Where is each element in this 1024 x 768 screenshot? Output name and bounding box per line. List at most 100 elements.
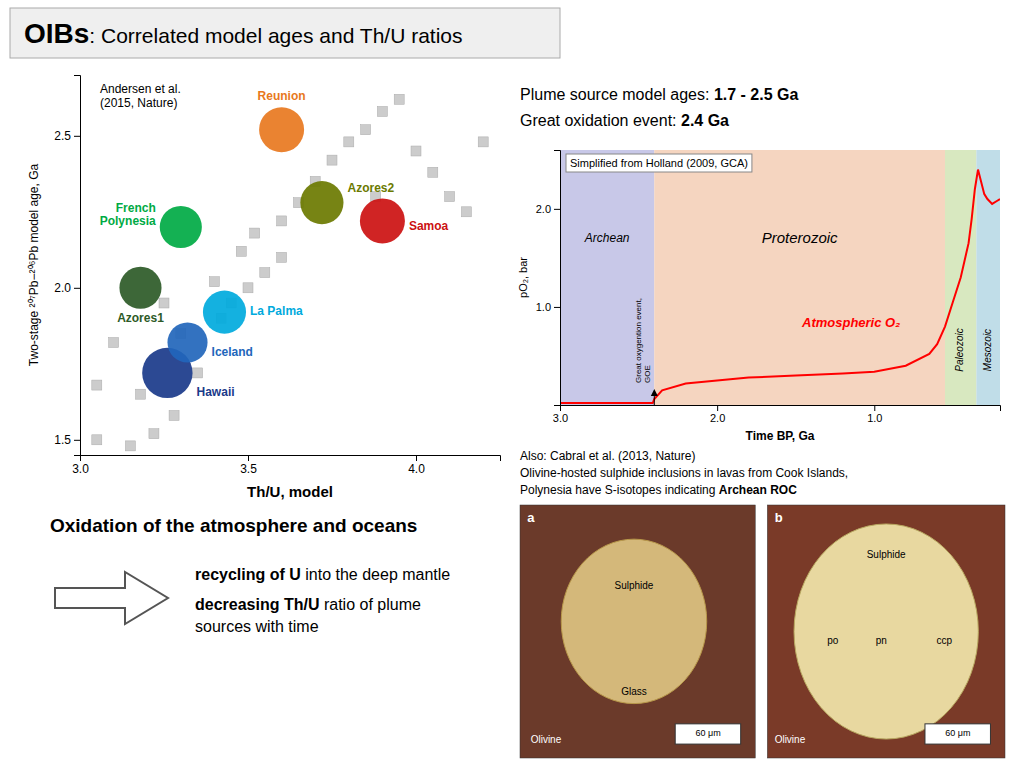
era-label: Archean xyxy=(584,231,630,245)
background-square xyxy=(461,207,471,217)
title-bar xyxy=(10,8,560,58)
x-axis-tick-label: 1.0 xyxy=(867,412,882,424)
o2-line xyxy=(560,170,1000,403)
y-axis-line xyxy=(74,76,81,456)
background-square xyxy=(135,389,145,399)
era-band xyxy=(560,150,654,405)
subtitle: : Correlated model ages and Th/U ratios xyxy=(89,24,462,47)
photo-label: Glass xyxy=(621,686,647,697)
y-axis-tick: 2.0 xyxy=(536,203,560,215)
y-axis-tick-mark xyxy=(74,136,80,137)
x-axis-line xyxy=(561,406,1001,412)
y-axis-tick-label: 2.0 xyxy=(54,281,71,295)
photo-label: a xyxy=(527,510,535,525)
plot-marks xyxy=(92,94,488,451)
note: Also: Cabral et al. (2013, Nature) xyxy=(520,449,695,463)
x-axis-tick: 3.0 xyxy=(553,405,568,424)
x-axis-tick: 3.5 xyxy=(240,455,257,476)
x-axis-tick-mark xyxy=(416,455,417,461)
background-square xyxy=(478,137,488,147)
x-axis-tick-label: 3.0 xyxy=(553,412,568,424)
background-square xyxy=(445,192,455,202)
background-square xyxy=(377,106,387,116)
y-axis-line xyxy=(554,151,561,406)
y-axis-tick-mark xyxy=(554,209,560,210)
background-square xyxy=(277,252,287,262)
note: Polynesia have S-isotopes indicating xyxy=(520,483,719,497)
point-label: Hawaii xyxy=(197,385,235,399)
note: Archean ROC xyxy=(719,483,797,497)
photo-label: 60 μm xyxy=(696,728,721,738)
photo-label: Sulphide xyxy=(615,580,654,591)
arrow-symbol xyxy=(55,572,168,624)
background-square xyxy=(411,146,421,156)
scale-bar xyxy=(925,724,990,744)
background-square xyxy=(236,246,246,256)
y-axis-tick: 1.5 xyxy=(54,433,80,447)
bottom-title: Oxidation of the atmosphere and oceans xyxy=(50,515,417,536)
source-box: Simplified from Holland (2009, GCA) xyxy=(566,154,752,172)
source-note: Simplified from Holland (2009, GCA) xyxy=(570,157,748,169)
bubble xyxy=(360,198,405,243)
background-square xyxy=(159,298,169,308)
x-axis-tick: 3.0 xyxy=(72,455,89,476)
x-axis-title: Th/U, model xyxy=(247,483,333,500)
bubble xyxy=(119,267,161,309)
background-square xyxy=(344,137,354,147)
y-axis-tick: 2.0 xyxy=(54,281,80,295)
y-axis: 1.0 2.0 xyxy=(536,151,561,406)
y-axis-tick-mark xyxy=(74,440,80,441)
scale-bar xyxy=(675,724,740,744)
x-axis-tick-label: 2.0 xyxy=(710,412,725,424)
x-axis: 3.0 2.0 1.0 xyxy=(553,405,1001,424)
x-axis-tick: 1.0 xyxy=(867,405,882,424)
photo-panel xyxy=(520,505,755,758)
background-square xyxy=(394,94,404,104)
photo-panels: abSulphideGlassOlivine60 μmSulphidepopnc… xyxy=(520,505,1005,758)
point-label: Reunion xyxy=(258,89,306,103)
point-label: Samoa xyxy=(409,219,449,233)
photo-label: Olivine xyxy=(775,734,806,745)
reference-note: Andersen et al.(2015, Nature) xyxy=(100,82,181,110)
y-axis-title: pO₂, bar xyxy=(517,257,529,298)
y-axis: 1.5 2.0 2.5 xyxy=(54,76,80,456)
x-axis-line xyxy=(81,456,501,462)
photo-label: po xyxy=(827,635,839,646)
photo-label: ccp xyxy=(937,635,953,646)
x-axis-tick: 2.0 xyxy=(710,405,725,424)
note: sources with time xyxy=(195,618,319,635)
x-axis-tick-label: 4.0 xyxy=(408,462,425,476)
y-axis-tick: 1.0 xyxy=(536,301,560,313)
y-axis-tick-label: 1.5 xyxy=(54,433,71,447)
background-square xyxy=(277,216,287,226)
inclusion xyxy=(561,539,707,703)
note: into the deep mantle xyxy=(301,566,451,583)
note: Olivine-hosted sulphide inclusions in la… xyxy=(520,466,848,480)
photo-label: Olivine xyxy=(531,734,562,745)
note: decreasing Th/U xyxy=(195,596,319,613)
point-label: Azores2 xyxy=(347,181,394,195)
note: 1.7 - 2.5 Ga xyxy=(714,86,799,103)
point-label: La Palma xyxy=(250,304,303,318)
photo-label: b xyxy=(775,510,783,525)
background-square xyxy=(428,167,438,177)
y-axis-tick-label: 2.5 xyxy=(54,129,71,143)
x-axis-tick: 4.0 xyxy=(408,455,425,476)
background-square xyxy=(125,441,135,451)
source-box-frame xyxy=(566,154,752,172)
x-axis-title: Time BP, Ga xyxy=(746,429,815,443)
background-square xyxy=(109,338,119,348)
background-square xyxy=(169,410,179,420)
photo-label: 60 μm xyxy=(945,728,970,738)
background-square xyxy=(260,268,270,278)
note: Great oxidation event: xyxy=(520,112,681,129)
x-axis-tick-mark xyxy=(248,455,249,461)
bubble xyxy=(160,206,202,248)
background-square xyxy=(243,283,253,293)
title: OIBs xyxy=(24,18,89,49)
series-label: Atmospheric O₂ xyxy=(801,315,900,330)
photo-label: Sulphide xyxy=(867,549,906,560)
point-label: Iceland xyxy=(212,345,253,359)
note: recycling of U xyxy=(195,566,301,583)
event-label: Great oxygention event,GOE xyxy=(634,298,652,383)
